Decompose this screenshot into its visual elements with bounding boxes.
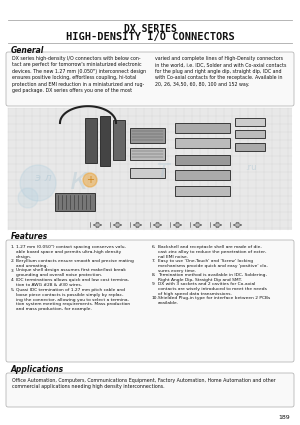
- Text: Backshell and receptacle shell are made of die-
cast zinc alloy to reduce the pe: Backshell and receptacle shell are made …: [158, 245, 266, 259]
- Circle shape: [20, 165, 56, 201]
- Text: 2.: 2.: [11, 259, 15, 263]
- Text: 3.: 3.: [11, 269, 15, 272]
- Text: Termination method is available in IDC, Soldering,
Right Angle Dip, Straight Dip: Termination method is available in IDC, …: [158, 273, 267, 282]
- Bar: [85, 118, 97, 163]
- Bar: [100, 116, 110, 166]
- Text: 4.: 4.: [11, 278, 15, 282]
- Bar: [113, 120, 125, 160]
- Bar: [130, 128, 165, 143]
- Bar: [130, 148, 165, 160]
- Text: Features: Features: [11, 232, 48, 241]
- Text: к: к: [70, 166, 88, 195]
- Text: Office Automation, Computers, Communications Equipment, Factory Automation, Home: Office Automation, Computers, Communicat…: [12, 378, 276, 389]
- Text: 7.: 7.: [152, 259, 156, 263]
- Text: varied and complete lines of High-Density connectors
in the world, i.e. IDC, Sol: varied and complete lines of High-Densit…: [155, 56, 286, 87]
- Text: э л: э л: [35, 173, 52, 183]
- Text: Shielded Plug-in type for interface between 2 PCBs
available.: Shielded Plug-in type for interface betw…: [158, 296, 270, 305]
- Text: DX series high-density I/O connectors with below con-
tact are perfect for tomor: DX series high-density I/O connectors wi…: [12, 56, 146, 93]
- Bar: [8, 108, 292, 230]
- Circle shape: [18, 188, 38, 208]
- Bar: [130, 168, 165, 178]
- Text: 6.: 6.: [152, 245, 156, 249]
- Bar: [235, 130, 265, 138]
- Text: Easy to use 'One-Touch' and 'Screw' locking
mechanisms provide quick and easy 'p: Easy to use 'One-Touch' and 'Screw' lock…: [158, 259, 268, 273]
- Text: HIGH-DENSITY I/O CONNECTORS: HIGH-DENSITY I/O CONNECTORS: [66, 32, 234, 42]
- Text: т: т: [155, 158, 169, 182]
- Bar: [175, 186, 230, 196]
- FancyBboxPatch shape: [6, 373, 294, 407]
- Text: 8.: 8.: [152, 273, 156, 277]
- Text: Unique shell design assumes first make/last break
grounding and overall noise pr: Unique shell design assumes first make/l…: [16, 269, 126, 278]
- Text: 1.: 1.: [11, 245, 15, 249]
- FancyBboxPatch shape: [6, 240, 294, 362]
- Text: 1.27 mm (0.050") contact spacing conserves valu-
able board space and permits ul: 1.27 mm (0.050") contact spacing conserv…: [16, 245, 126, 259]
- Text: IDC terminations allows quick and low cost termina-
tion to AWG #28 & #30 wires.: IDC terminations allows quick and low co…: [16, 278, 129, 287]
- Bar: [175, 138, 230, 148]
- Bar: [55, 193, 95, 211]
- Text: Applications: Applications: [11, 365, 64, 374]
- Text: .ru: .ru: [245, 163, 256, 172]
- Text: Quasi IDC termination of 1.27 mm pitch cable and
loose piece contacts is possibl: Quasi IDC termination of 1.27 mm pitch c…: [16, 288, 130, 311]
- Text: 9.: 9.: [152, 282, 156, 286]
- Bar: [235, 118, 265, 126]
- Bar: [175, 170, 230, 180]
- Text: 10.: 10.: [152, 296, 159, 300]
- FancyBboxPatch shape: [6, 52, 294, 106]
- Text: Beryllium contacts ensure smooth and precise mating
and unmating.: Beryllium contacts ensure smooth and pre…: [16, 259, 134, 268]
- Text: General: General: [11, 46, 44, 55]
- Bar: [175, 123, 230, 133]
- Text: 189: 189: [278, 415, 290, 420]
- Text: DX SERIES: DX SERIES: [124, 24, 176, 34]
- Bar: [175, 155, 230, 165]
- Text: DX with 3 sockets and 2 cavities for Co-axial
contacts are wisely introduced to : DX with 3 sockets and 2 cavities for Co-…: [158, 282, 267, 296]
- Text: 5.: 5.: [11, 288, 15, 292]
- Circle shape: [83, 173, 97, 187]
- Bar: [235, 143, 265, 151]
- Text: +: +: [86, 175, 94, 185]
